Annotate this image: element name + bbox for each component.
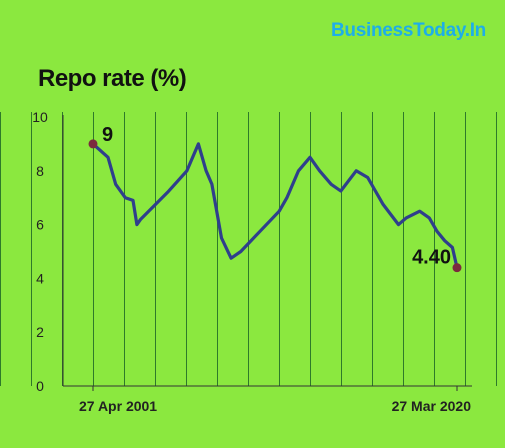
y-tick-label: 2 xyxy=(36,324,44,340)
repo-rate-line xyxy=(91,142,459,270)
y-tick-label: 0 xyxy=(36,378,44,394)
data-label: 4.40 xyxy=(412,247,451,269)
chart-title: Repo rate (%) xyxy=(38,65,186,92)
series-layer xyxy=(91,142,459,270)
y-tick-label: 10 xyxy=(32,109,48,125)
end-point-marker xyxy=(452,263,462,273)
y-tick-label: 8 xyxy=(36,163,44,179)
y-tick-label: 6 xyxy=(36,217,44,233)
x-tick-label: 27 Mar 2020 xyxy=(392,398,472,414)
data-label: 9 xyxy=(102,124,113,146)
brand-logo: BusinessToday.In xyxy=(331,20,486,41)
axes: 0 2 4 6 8 10 27 Apr 2001 27 Mar 2020 xyxy=(32,109,472,414)
data-labels: 94.40 xyxy=(88,124,462,273)
x-tick-label: 27 Apr 2001 xyxy=(79,398,157,414)
start-point-marker xyxy=(88,139,98,149)
y-tick-label: 4 xyxy=(36,270,44,286)
